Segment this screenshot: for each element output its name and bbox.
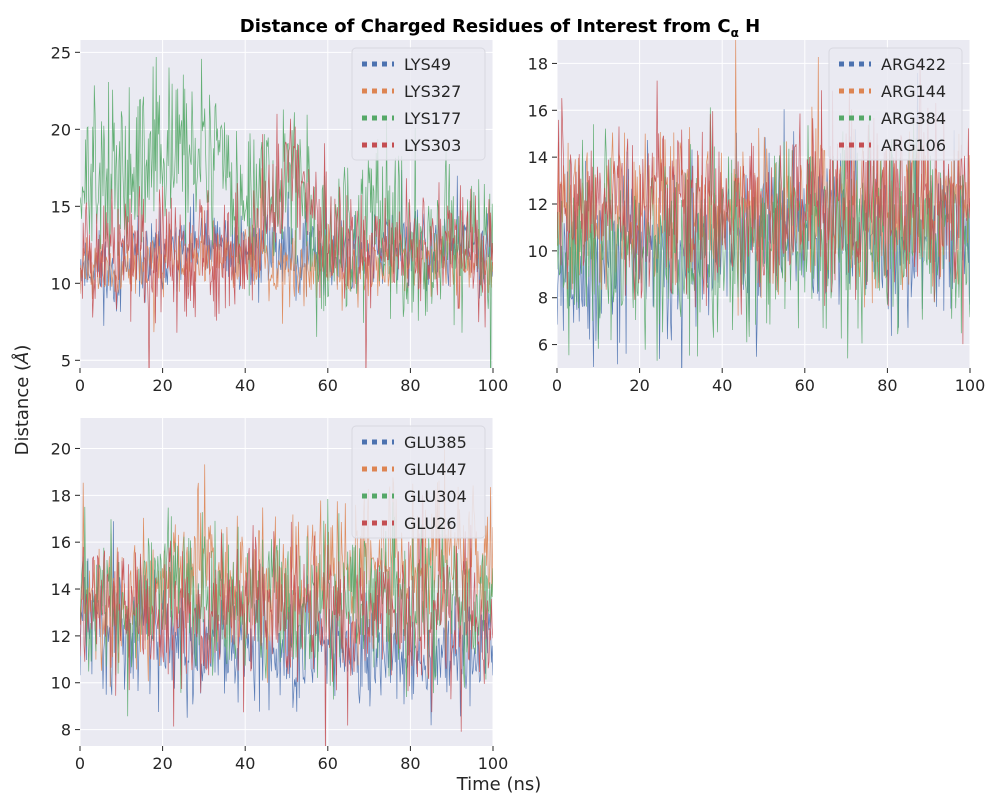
x-tick-label: 100	[955, 376, 986, 395]
x-axis-label: Time (ns)	[456, 774, 542, 795]
legend-box	[351, 425, 486, 539]
y-tick-label: 5	[61, 351, 71, 370]
y-tick-label: 15	[51, 197, 71, 216]
y-tick-label: 10	[528, 242, 548, 261]
x-tick-label: 0	[75, 754, 85, 773]
series-line-lys303	[80, 113, 493, 368]
y-tick-label: 8	[61, 721, 71, 740]
y-tick-label: 16	[528, 101, 548, 120]
legend-label: ARG106	[881, 136, 946, 155]
series-line-glu26	[80, 494, 493, 746]
series-line-lys327	[80, 168, 493, 333]
x-tick-label: 60	[795, 376, 815, 395]
x-tick-label: 60	[318, 376, 338, 395]
legend: GLU385 GLU447 GLU304 GLU26	[351, 425, 486, 539]
y-tick-label: 10	[51, 674, 71, 693]
x-tick-label: 20	[152, 754, 172, 773]
x-tick-label: 40	[235, 376, 255, 395]
legend-label: LYS49	[404, 55, 451, 74]
y-tick-label: 25	[51, 43, 71, 62]
y-tick-label: 14	[51, 580, 71, 599]
x-tick-label: 20	[629, 376, 649, 395]
x-tick-label: 0	[75, 376, 85, 395]
series-group	[80, 56, 493, 368]
legend-label: GLU385	[404, 433, 467, 452]
y-tick-label: 10	[51, 274, 71, 293]
legend-label: ARG384	[881, 109, 946, 128]
y-tick-label: 8	[538, 289, 548, 308]
legend-label: ARG144	[881, 82, 946, 101]
y-tick-label: 12	[528, 195, 548, 214]
y-tick-label: 16	[51, 533, 71, 552]
x-tick-label: 100	[478, 376, 509, 395]
y-tick-label: 14	[528, 148, 548, 167]
x-tick-label: 20	[152, 376, 172, 395]
series-line-lys177	[80, 56, 493, 368]
series-line-glu304	[80, 498, 493, 717]
legend-label: GLU26	[404, 514, 457, 533]
x-tick-label: 40	[235, 754, 255, 773]
legend-box	[828, 47, 963, 161]
y-tick-label: 6	[538, 336, 548, 355]
y-tick-label: 20	[51, 439, 71, 458]
panels: 0 20 40 60 80 100510152025LYS49LYS327LYS177LY…	[51, 40, 986, 773]
series-group	[80, 448, 493, 746]
x-tick-label: 0	[552, 376, 562, 395]
legend: ARG422 ARG144 ARG384 ARG106	[828, 47, 963, 161]
x-tick-label: 100	[478, 754, 509, 773]
x-tick-label: 60	[318, 754, 338, 773]
panel-1: 0 20 40 60 80 100510152025LYS49LYS327LYS177LY…	[51, 40, 509, 395]
x-tick-label: 80	[400, 376, 420, 395]
legend-label: ARG422	[881, 55, 946, 74]
legend-label: GLU447	[404, 460, 467, 479]
y-tick-label: 20	[51, 120, 71, 139]
legend: LYS49 LYS327 LYS177 LYS303	[351, 47, 486, 161]
legend-label: LYS327	[404, 82, 461, 101]
x-tick-label: 80	[400, 754, 420, 773]
y-tick-label: 18	[51, 486, 71, 505]
y-tick-label: 18	[528, 54, 548, 73]
y-axis-label: Distance (Å)	[11, 345, 33, 456]
x-tick-label: 80	[877, 376, 897, 395]
legend-label: GLU304	[404, 487, 467, 506]
legend-box	[351, 47, 486, 161]
legend-label: LYS177	[404, 109, 461, 128]
panel-2: 0 20 40 60 80 100 6 8 10 12 14 16 18 ARG422 ARG144 ARG3…	[528, 40, 986, 395]
figure-title: Distance of Charged Residues of Interest…	[240, 16, 761, 40]
y-tick-label: 12	[51, 627, 71, 646]
legend-label: LYS303	[404, 136, 461, 155]
x-tick-label: 40	[712, 376, 732, 395]
